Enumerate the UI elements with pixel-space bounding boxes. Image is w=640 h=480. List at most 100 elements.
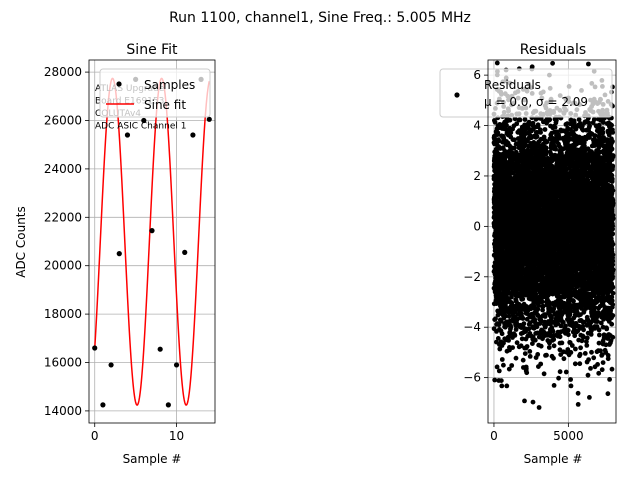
residual-point [550, 329, 556, 334]
legend-samples-label: Samples [144, 78, 195, 92]
residual-point [551, 355, 556, 361]
residual-point [552, 124, 558, 130]
sine-sample-point [206, 116, 212, 122]
residual-point [520, 316, 526, 321]
residuals-series [491, 60, 616, 410]
residual-point [496, 138, 502, 144]
residual-point [512, 137, 517, 143]
residual-point [557, 334, 563, 340]
sine-fit-axes-frame [88, 59, 216, 424]
sine-sample-point [182, 249, 188, 255]
legend-sine-fit-label: Sine fit [144, 98, 186, 112]
residual-point [527, 354, 533, 359]
residual-point [520, 296, 526, 302]
residual-point [495, 336, 501, 341]
sine-sample-point [157, 346, 163, 352]
residual-point [551, 383, 557, 388]
residual-point [496, 368, 502, 374]
sine-fit-ytick-label: 20000 [44, 259, 82, 273]
residual-point [508, 324, 514, 330]
residual-point [513, 355, 519, 361]
sine-fit-annotation-line: ADC ASIC Channel 1 [95, 122, 186, 132]
residual-point [494, 60, 500, 66]
residual-point [538, 130, 543, 135]
residual-point [508, 130, 514, 136]
residual-point [510, 345, 515, 350]
residual-point [511, 145, 517, 151]
figure-suptitle: Run 1100, channel1, Sine Freq.: 5.005 MH… [169, 10, 471, 26]
sine-fit-ytick-label: 14000 [44, 404, 82, 418]
residual-point [495, 130, 501, 136]
residual-point [501, 362, 506, 368]
residual-point [547, 117, 553, 123]
residual-point [507, 117, 513, 123]
sine-sample-point [108, 362, 114, 368]
residual-point [507, 331, 513, 337]
sine-fit-ticks: 0 101400016000180002000022000240002600028… [44, 65, 184, 443]
sine-fit-xlabel: Sample # [123, 452, 182, 466]
residual-point [522, 351, 528, 356]
sine-sample-point [92, 345, 98, 351]
sine-fit-ytick-label: 24000 [44, 162, 82, 176]
residual-point [492, 377, 498, 383]
residual-point [493, 316, 498, 322]
residual-point [544, 352, 549, 358]
residual-point [514, 340, 520, 346]
residual-point [529, 64, 535, 70]
residual-point [503, 313, 508, 319]
residual-point [546, 345, 552, 350]
residual-point [509, 294, 514, 300]
sine-fit-ytick-label: 16000 [44, 356, 82, 370]
sine-sample-point [173, 362, 180, 368]
residual-point [509, 363, 515, 368]
residual-point [492, 119, 498, 125]
sine-fit-panel: ATLAS Upgrade Board E169153COLUTAv4ADC A… [14, 42, 216, 466]
residual-point [539, 299, 545, 305]
residual-point [530, 399, 536, 405]
residual-point [538, 361, 544, 367]
residual-point [524, 370, 530, 376]
residual-point [512, 116, 518, 122]
sine-sample-point [149, 228, 155, 234]
residual-point [494, 364, 500, 370]
residual-point [498, 378, 504, 383]
residual-point [522, 117, 528, 122]
residual-point [563, 323, 568, 329]
residual-point [506, 366, 512, 372]
residual-point [517, 117, 523, 123]
sine-fit-title: Sine Fit [126, 42, 178, 58]
residual-point [556, 375, 561, 381]
residual-point [563, 369, 569, 375]
legend-samples-marker [116, 81, 122, 87]
residual-point [521, 321, 527, 326]
residual-point [561, 356, 567, 362]
residual-point [520, 357, 526, 363]
sine-fit-legend-box [99, 68, 211, 118]
residual-point [550, 60, 555, 66]
sine-sample-point [190, 132, 196, 138]
residual-point [522, 398, 527, 404]
residual-point [541, 371, 547, 377]
residual-point [504, 383, 510, 389]
residual-point [524, 344, 530, 349]
residual-point [534, 134, 540, 139]
sine-sample-point [100, 402, 106, 408]
residual-point [559, 340, 565, 346]
residual-point [513, 327, 519, 332]
sine-fit-ytick-label: 28000 [44, 65, 82, 79]
residual-point [538, 343, 544, 349]
residual-point [498, 319, 504, 324]
sine-fit-xtick-label: 10 [169, 429, 184, 443]
residual-point [497, 346, 503, 352]
sine-fit-ytick-label: 18000 [44, 307, 82, 321]
residual-point [535, 352, 541, 357]
residual-point [501, 340, 506, 346]
residual-point [542, 127, 548, 132]
sine-fit-ytick-label: 22000 [44, 210, 82, 224]
sine-fit-ytick-label: 26000 [44, 114, 82, 128]
residual-point [557, 369, 563, 375]
residual-point [499, 383, 505, 389]
residual-point [506, 338, 511, 343]
residual-point [499, 331, 505, 337]
